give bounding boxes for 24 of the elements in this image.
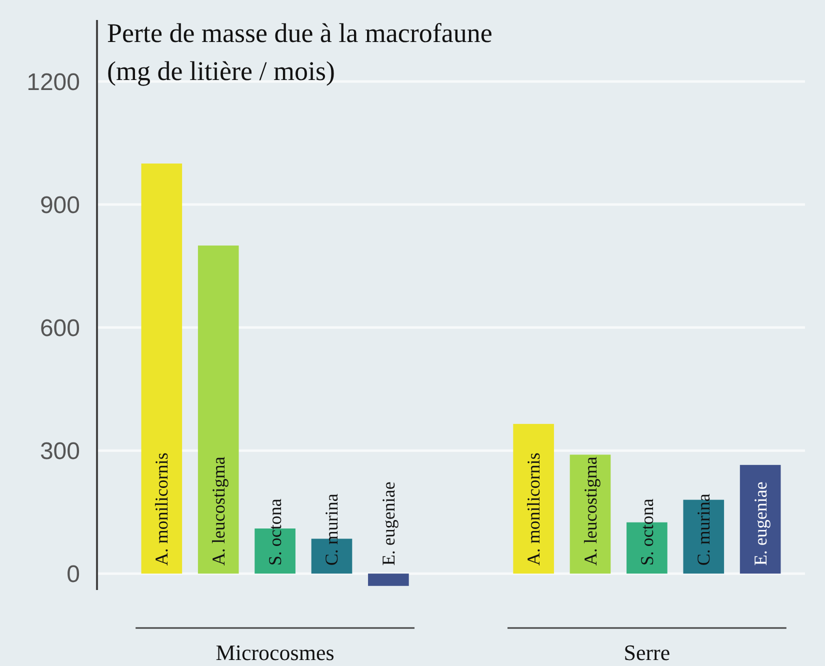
- bar: [513, 424, 554, 574]
- text: C. murina: [322, 494, 342, 566]
- y-tick-label: 0: [66, 560, 80, 588]
- bar: [740, 464, 781, 574]
- x-tick-label: Microcosmes: [216, 640, 334, 665]
- text: A. leucostigma: [208, 456, 228, 566]
- series-label: C. murina: [694, 494, 714, 566]
- text: S. octona: [636, 498, 657, 566]
- bar: [198, 246, 239, 574]
- series-label: A. leucostigma: [580, 456, 600, 566]
- text: E. eugeniae: [378, 482, 398, 566]
- y-tick-label: 600: [40, 314, 80, 342]
- y-tick-label: 1200: [26, 68, 80, 96]
- y-tick-label: 900: [40, 192, 80, 219]
- series-label: A. monilicornis: [152, 452, 172, 566]
- x-tick-label: Serre: [624, 640, 670, 665]
- text: A. monilicornis: [524, 452, 544, 566]
- bar: [141, 164, 182, 574]
- bar: [368, 574, 409, 586]
- y-axis-title: Perte de masse due à la macrofaune (mg de litière / mois): [107, 18, 492, 86]
- text: E. eugeniae: [750, 482, 770, 566]
- series-label: S. octona: [265, 498, 286, 566]
- bar: [570, 454, 611, 574]
- y-tick-label: 300: [40, 438, 80, 465]
